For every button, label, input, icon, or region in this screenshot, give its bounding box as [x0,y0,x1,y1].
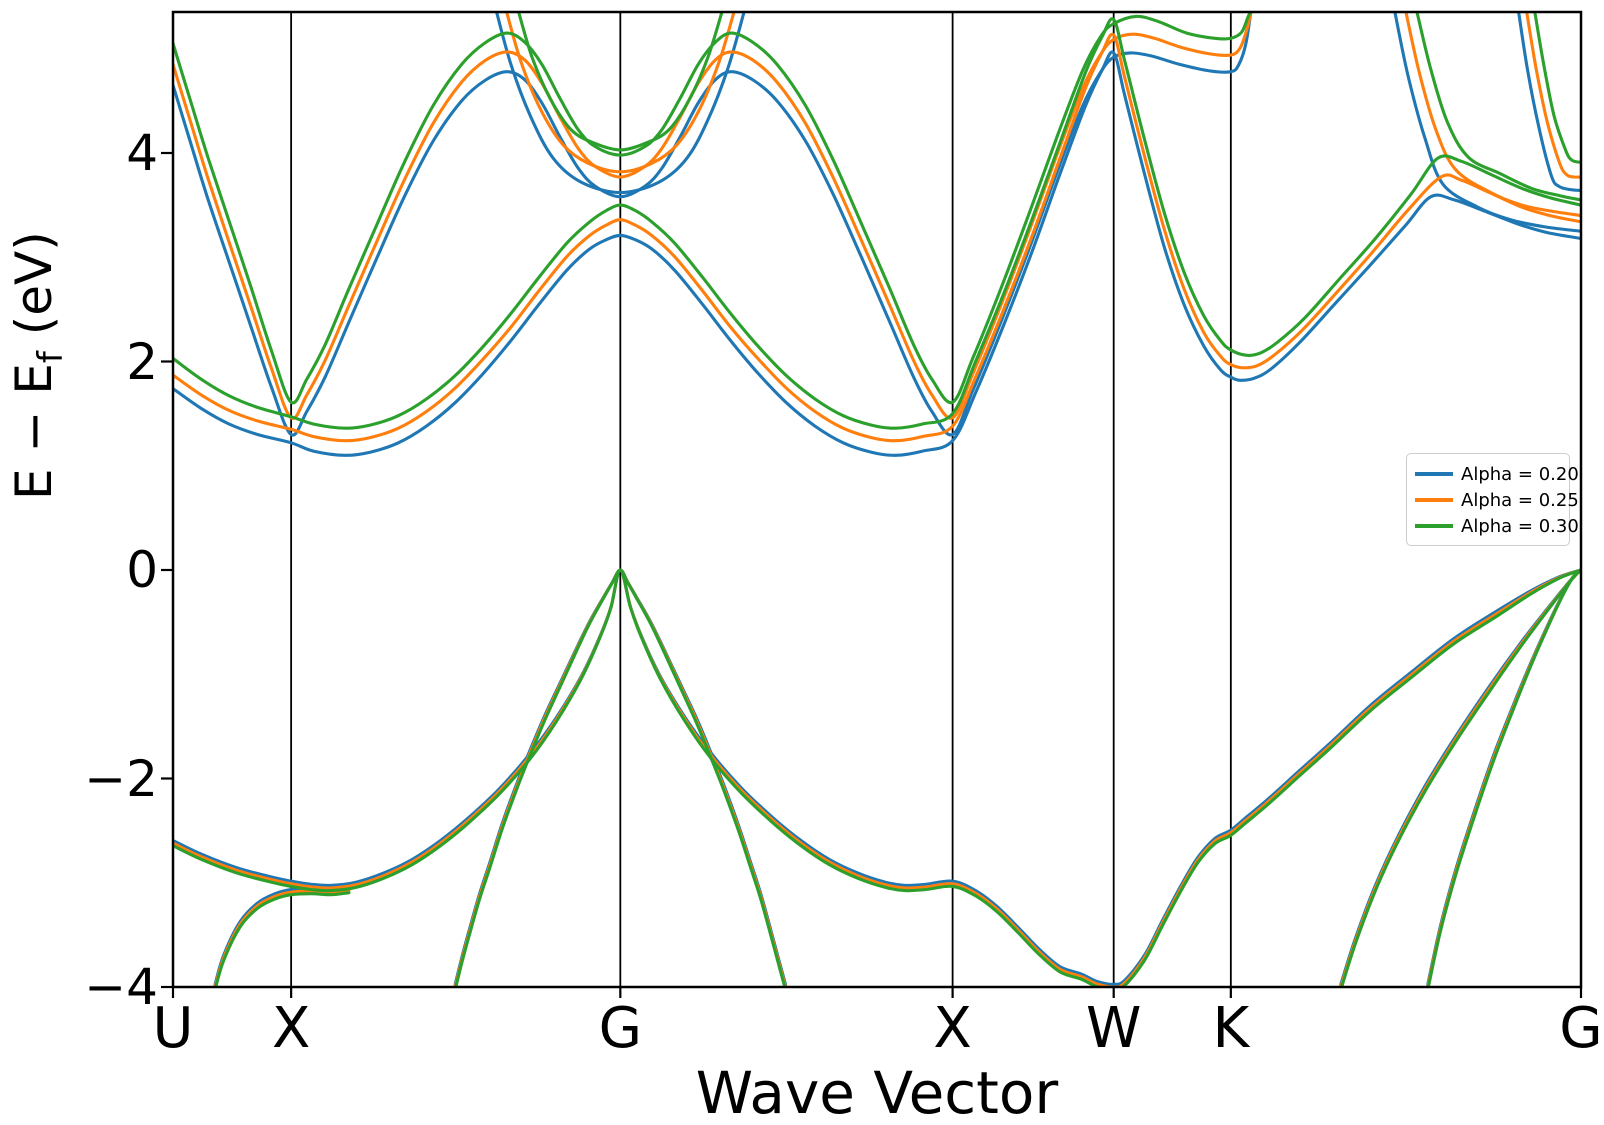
x-tick-label-W: W [1085,996,1142,1061]
x-tick-label-X: X [933,996,972,1061]
band-conduction-3-center-Alpha=0.20 [495,12,746,195]
band-conduction-2-right-Alpha=0.20 [1517,12,1581,193]
band-conduction-3-right-Alpha=0.20 [1393,12,1581,233]
band-conduction-3-right-Alpha=0.30 [1415,12,1581,202]
y-tick-label-−2: −2 [84,749,158,808]
plot-area [173,12,1581,987]
y-tick-label-−4: −4 [84,958,158,1016]
y-tick-label-0: 0 [126,541,158,599]
band-conduction-3-center-Alpha=0.25 [505,12,736,174]
y-tick-label-4: 4 [126,124,158,182]
legend-label: Alpha = 0.25 [1461,489,1579,511]
x-tick-label-G: G [1559,996,1603,1061]
band-conduction-3-center-Alpha=0.30 [517,12,724,152]
legend-entry: Alpha = 0.30 [1415,513,1579,539]
x-tick-label-U: U [152,996,194,1061]
y-tick-label-2: 2 [126,332,158,391]
band-valence-riser-KG-2-Alpha=0.25 [1426,568,1581,987]
x-tick-label-X: X [271,996,311,1061]
axes-frame [171,10,1583,989]
band-conduction-2-right-Alpha=0.25 [1525,12,1581,179]
x-tick-label-K: K [1212,996,1250,1061]
legend-entry: Alpha = 0.20 [1415,461,1579,487]
x-axis-label: Wave Vector [695,1059,1059,1125]
legend-label: Alpha = 0.20 [1461,463,1579,485]
legend: Alpha = 0.20 Alpha = 0.25 Alpha = 0.30 [1406,453,1579,546]
band-valence-heavy-Alpha=0.30 [173,568,1581,987]
band-conduction-1-Alpha=0.30 [173,17,1581,430]
legend-entry: Alpha = 0.25 [1415,487,1579,513]
x-tick-label-G: G [598,996,643,1061]
band-conduction-2-right-Alpha=0.30 [1533,12,1581,164]
band-valence-riser-KG-2-Alpha=0.20 [1426,568,1581,986]
legend-line-swatch [1415,472,1453,476]
band-conduction-2-Alpha=0.30 [173,12,1253,405]
band-valence-heavy-Alpha=0.25 [173,568,1581,987]
band-valence-heavy-Alpha=0.20 [173,568,1581,986]
legend-line-swatch [1415,498,1453,502]
legend-line-swatch [1415,524,1453,528]
band-valence-split-UX-Alpha=0.30 [214,891,351,987]
band-conduction-1-Alpha=0.25 [173,32,1581,443]
legend-label: Alpha = 0.30 [1461,515,1579,537]
band-conduction-1-Alpha=0.20 [173,50,1581,457]
band-conduction-2-Alpha=0.25 [173,12,1253,420]
band-valence-light-Alpha=0.30 [454,568,787,987]
band-valence-riser-KG-2-Alpha=0.30 [1426,568,1581,987]
band-conduction-3-right-Alpha=0.25 [1404,12,1581,218]
